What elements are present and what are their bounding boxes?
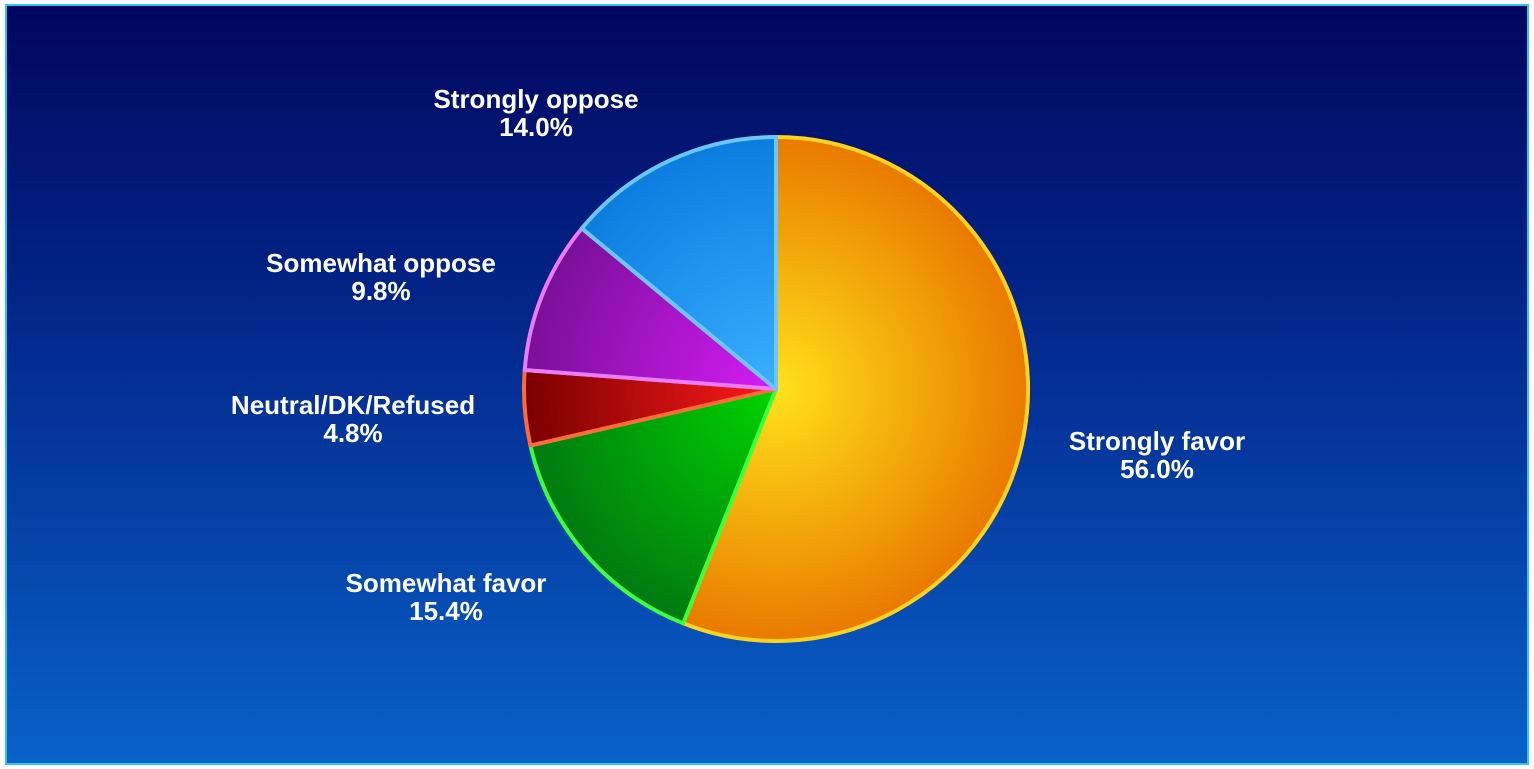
slice-value-label: 15.4% xyxy=(409,596,483,626)
slice-label: Somewhat favor xyxy=(346,568,547,598)
chart-frame: Strongly favor 56.0% Somewhat favor 15.4% Ne… xyxy=(5,4,1529,765)
slice-value-label: 4.8% xyxy=(323,418,382,448)
slice-label: Somewhat oppose xyxy=(266,248,496,278)
slice-value-label: 56.0% xyxy=(1120,454,1194,484)
pie-slice-somewhat-oppose xyxy=(522,226,778,391)
pie-slice-somewhat-favor xyxy=(528,387,778,626)
pie-slice-strongly-oppose xyxy=(579,135,778,391)
slice-value-label: 14.0% xyxy=(499,112,573,142)
pie-slice-strongly-favor xyxy=(681,135,1030,643)
slice-label: Neutral/DK/Refused xyxy=(231,390,475,420)
slice-value-label: 9.8% xyxy=(351,276,410,306)
slice-label: Strongly oppose xyxy=(433,84,638,114)
slice-label: Strongly favor xyxy=(1069,426,1245,456)
